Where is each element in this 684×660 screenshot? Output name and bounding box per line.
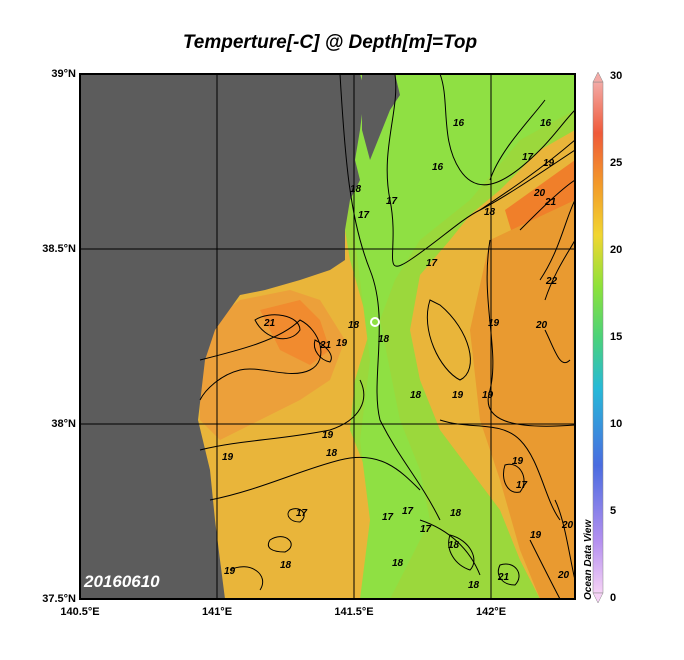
contour-label: 17 (402, 506, 414, 517)
contour-label: 19 (543, 158, 555, 169)
contour-label: 18 (468, 580, 480, 591)
contour-label: 20 (534, 188, 546, 199)
contour-label: 19 (488, 318, 500, 329)
contour-label: 21 (264, 318, 276, 329)
contour-label: 19 (322, 430, 334, 441)
contour-label: 19 (482, 390, 494, 401)
date-label: 20160610 (84, 572, 160, 591)
lon-tick-142: 142°E (475, 606, 507, 618)
station-marker (370, 317, 380, 327)
contour-label: 19 (336, 338, 348, 349)
contour-label: 16 (453, 118, 465, 129)
contour-label: 20 (558, 570, 570, 581)
contour-label: 18 (348, 320, 360, 331)
contour-label: 19 (224, 566, 236, 577)
contour-lines (199, 74, 575, 599)
contour-label: 21 (545, 197, 557, 208)
contour-label: 20 (562, 520, 574, 531)
map-frame (79, 73, 576, 600)
lat-tick-37-5: 37.5°N (42, 593, 76, 605)
contour-label: 17 (296, 508, 308, 519)
lat-tick-38-5: 38.5°N (42, 243, 76, 255)
contour-label: 18 (448, 540, 460, 551)
colorbar (592, 81, 604, 594)
contour-label: 19 (512, 456, 524, 467)
colorbar-tick: 25 (610, 157, 623, 169)
colorbar-tick: 0 (610, 592, 617, 604)
contour-label: 18 (280, 560, 292, 571)
colorbar-tick: 30 (610, 70, 623, 82)
contour-label: 17 (522, 152, 534, 163)
lat-tick-39: 39°N (51, 68, 76, 80)
contour-label: 17 (420, 524, 432, 535)
land-mass (80, 74, 365, 599)
lon-tick-141-5: 141.5°E (334, 606, 374, 618)
lat-tick-38: 38°N (51, 418, 76, 430)
contour-label: 18 (392, 558, 404, 569)
graticule (80, 74, 575, 599)
contour-label: 19 (222, 452, 234, 463)
contour-label: 17 (382, 512, 394, 523)
contour-label: 18 (484, 207, 496, 218)
contour-label: 17 (516, 480, 528, 491)
contour-label: 18 (378, 334, 390, 345)
contour-label: 20 (536, 320, 548, 331)
colorbar-tick: 15 (610, 331, 623, 343)
contour-label: 19 (530, 530, 542, 541)
contour-label: 22 (546, 276, 558, 287)
colorbar-tick: 5 (610, 505, 617, 517)
lon-tick-140-5: 140.5°E (60, 606, 100, 618)
map-title: Temperture[-C] @ Depth[m]=Top (182, 32, 478, 53)
lon-tick-141: 141°E (201, 606, 233, 618)
contour-label: 16 (540, 118, 552, 129)
contour-label: 21 (320, 340, 332, 351)
contour-label: 18 (450, 508, 462, 519)
contour-label: 19 (452, 390, 464, 401)
contour-label: 17 (386, 196, 398, 207)
contour-label: 21 (498, 572, 510, 583)
contour-label: 17 (358, 210, 370, 221)
temperature-field (80, 74, 575, 599)
contour-label: 18 (350, 184, 362, 195)
contour-label: 18 (326, 448, 338, 459)
contour-label: 17 (426, 258, 438, 269)
colorbar-tick: 20 (610, 244, 623, 256)
contour-label: 18 (410, 390, 422, 401)
watermark-text: Ocean Data View (583, 519, 594, 600)
contour-label: 16 (432, 162, 444, 173)
colorbar-tick: 10 (610, 418, 623, 430)
